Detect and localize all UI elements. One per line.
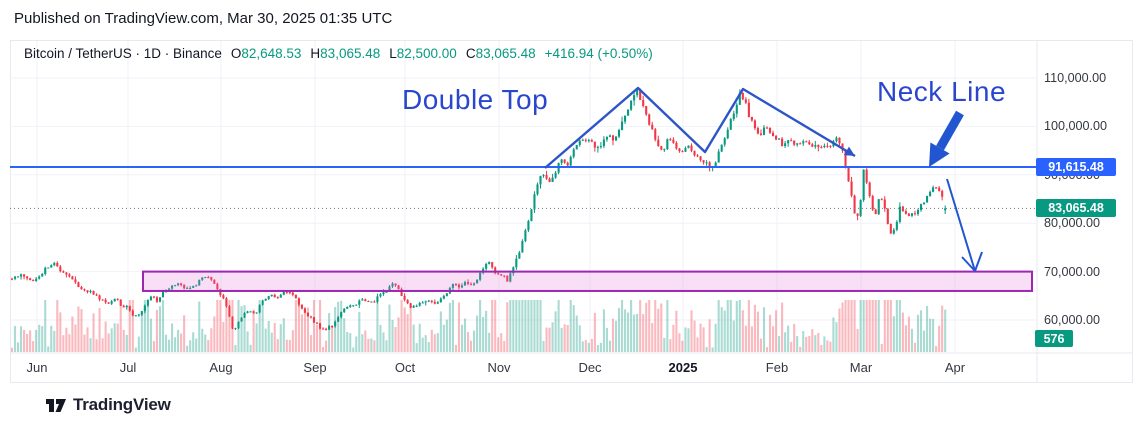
- price-axis[interactable]: 110,000.00100,000.0090,000.0080,000.0070…: [1037, 40, 1143, 353]
- x-axis-label: Feb: [765, 360, 789, 375]
- y-axis-label: 80,000.00: [1044, 216, 1101, 231]
- y-axis-label: 70,000.00: [1044, 264, 1101, 279]
- neck-line-annotation[interactable]: Neck Line: [877, 76, 1007, 107]
- y-axis-label: 100,000.00: [1044, 119, 1108, 134]
- x-axis-label: Aug: [209, 360, 233, 375]
- legend-low: L82,500.00: [389, 46, 457, 61]
- chart-widget: [10, 40, 1133, 383]
- neckline-price-badge: 91,615.48: [1036, 158, 1116, 176]
- x-axis-label: Mar: [849, 360, 873, 375]
- tradingview-logo-icon[interactable]: [45, 395, 67, 415]
- x-axis-label: Sep: [303, 360, 327, 375]
- x-axis-label: Nov: [487, 360, 511, 375]
- double-top-annotation[interactable]: Double Top: [402, 84, 549, 115]
- x-axis-label: 2025: [668, 360, 698, 375]
- legend-open: O82,648.53: [230, 46, 302, 61]
- y-axis-label: 110,000.00: [1044, 71, 1107, 85]
- x-axis-label: Oct: [394, 360, 416, 375]
- legend-close: C83,065.48: [465, 46, 536, 61]
- legend-high: H83,065.48: [310, 46, 381, 61]
- tradingview-brand-text[interactable]: TradingView: [73, 395, 171, 414]
- volume-badge: 576: [1035, 330, 1073, 347]
- legend-symbol-title[interactable]: Bitcoin / TetherUS · 1D · Binance: [24, 46, 222, 61]
- x-axis-label: Jun: [26, 360, 48, 375]
- y-axis-label: 60,000.00: [1044, 313, 1101, 327]
- published-bar: Published on TradingView.com, Mar 30, 20…: [14, 10, 393, 27]
- x-axis-label: Apr: [944, 360, 966, 375]
- footer: TradingView: [45, 395, 171, 415]
- time-axis[interactable]: Jun Jul Aug Sep Oct Nov Dec 2025 Feb Mar Apr: [0, 353, 1143, 383]
- legend-change: +416.94 (+0.50%): [544, 46, 653, 61]
- x-axis-label: Jul: [119, 360, 137, 375]
- chart-legend[interactable]: Bitcoin / TetherUS · 1D · Binance O82,648…: [24, 46, 653, 61]
- last-price-badge: 83,065.48: [1036, 199, 1116, 217]
- x-axis-label: Dec: [578, 360, 602, 375]
